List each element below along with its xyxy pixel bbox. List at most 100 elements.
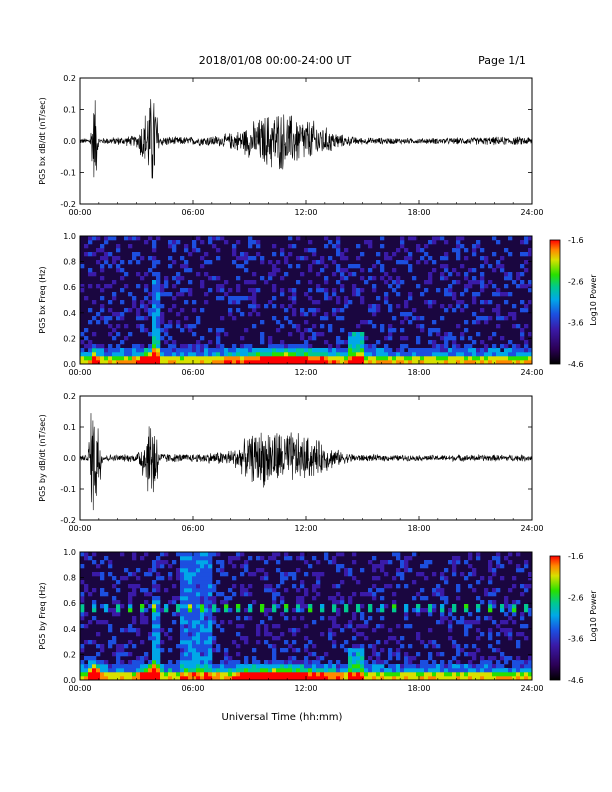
spectrogram-cell [296,556,301,561]
spectrogram-cell [156,636,161,641]
spectrogram-cell [528,236,533,241]
spectrogram-cell [292,360,297,365]
spectrogram-cell [372,264,377,269]
spectrogram-cell [140,356,145,361]
spectrogram-cell [244,668,249,673]
spectrogram-cell [280,292,285,297]
spectrogram-cell [500,604,505,609]
spectrogram-cell [480,600,485,605]
spectrogram-cell [336,608,341,613]
series-line [79,413,533,511]
spectrogram-cell [296,568,301,573]
spectrogram-cell [88,660,93,665]
spectrogram-cell [324,552,329,557]
spectrogram-cell [348,300,353,305]
spectrogram-cell [120,628,125,633]
spectrogram-cell [232,556,237,561]
x-tick-label: 24:00 [520,524,543,533]
spectrogram-cell [328,672,333,677]
spectrogram-cell [244,640,249,645]
spectrogram-cell [456,588,461,593]
spectrogram-cell [212,356,217,361]
spectrogram-cell [404,312,409,317]
spectrogram-cell [272,268,277,273]
spectrogram-cell [260,276,265,281]
spectrogram-cell [376,672,381,677]
spectrogram-cell [516,356,521,361]
spectrogram-cell [280,668,285,673]
spectrogram-cell [508,608,513,613]
spectrogram-cell [196,344,201,349]
spectrogram-cell [452,664,457,669]
spectrogram-cell [148,568,153,573]
spectrogram-cell [180,656,185,661]
spectrogram-cell [520,676,525,681]
spectrogram-cell [156,352,161,357]
spectrogram-cell [156,576,161,581]
spectrogram-cell [496,324,501,329]
spectrogram-cell [332,672,337,677]
spectrogram-cell [432,676,437,681]
spectrogram-cell [112,292,117,297]
spectrogram-cell [156,600,161,605]
spectrogram-cell [372,672,377,677]
spectrogram-cell [180,560,185,565]
spectrogram-cell [484,348,489,353]
spectrogram-cell [132,356,137,361]
spectrogram-cell [344,676,349,681]
spectrogram-cell [504,600,509,605]
spectrogram-cell [136,348,141,353]
spectrogram-cell [108,344,113,349]
spectrogram-cell [304,248,309,253]
spectrogram-cell [184,608,189,613]
spectrogram-cell [524,604,529,609]
spectrogram-cell [368,644,373,649]
spectrogram-cell [272,352,277,357]
spectrogram-cell [196,316,201,321]
spectrogram-cell [512,620,517,625]
spectrogram-cell [336,240,341,245]
spectrogram-cell [244,280,249,285]
spectrogram-cell [172,668,177,673]
x-tick-label: 06:00 [181,684,204,693]
spectrogram-cell [428,332,433,337]
spectrogram-cell [308,268,313,273]
y-tick-label: 0.8 [63,258,76,267]
spectrogram-cell [308,356,313,361]
spectrogram-cell [416,360,421,365]
spectrogram-cell [220,572,225,577]
spectrogram-cell [344,568,349,573]
spectrogram-cell [80,672,85,677]
colorbar-tick-label: -2.6 [568,593,584,602]
spectrogram-cell [200,240,205,245]
spectrogram-cell [352,592,357,597]
spectrogram-cell [204,652,209,657]
spectrogram-cell [220,676,225,681]
spectrogram-cell [296,348,301,353]
spectrogram-cell [312,300,317,305]
spectrogram-cell [344,304,349,309]
spectrogram-cell [336,336,341,341]
spectrogram-cell [308,328,313,333]
spectrogram-cell [524,308,529,313]
spectrogram-cell [480,664,485,669]
spectrogram-cell [312,620,317,625]
spectrogram-cell [296,328,301,333]
spectrogram-cell [276,320,281,325]
colorbar-label: Log10 Power [589,590,598,642]
spectrogram-cell [352,628,357,633]
spectrogram-cell [164,332,169,337]
spectrogram-cell [360,348,365,353]
spectrogram-cell [192,652,197,657]
spectrogram-cell [148,660,153,665]
spectrogram-cell [416,676,421,681]
spectrogram-cell [188,556,193,561]
spectrogram-cell [204,636,209,641]
spectrogram-cell [224,600,229,605]
spectrogram-cell [392,576,397,581]
spectrogram-cell [112,296,117,301]
spectrogram-cell [332,676,337,681]
spectrogram-cell [328,628,333,633]
spectrogram-cell [408,256,413,261]
